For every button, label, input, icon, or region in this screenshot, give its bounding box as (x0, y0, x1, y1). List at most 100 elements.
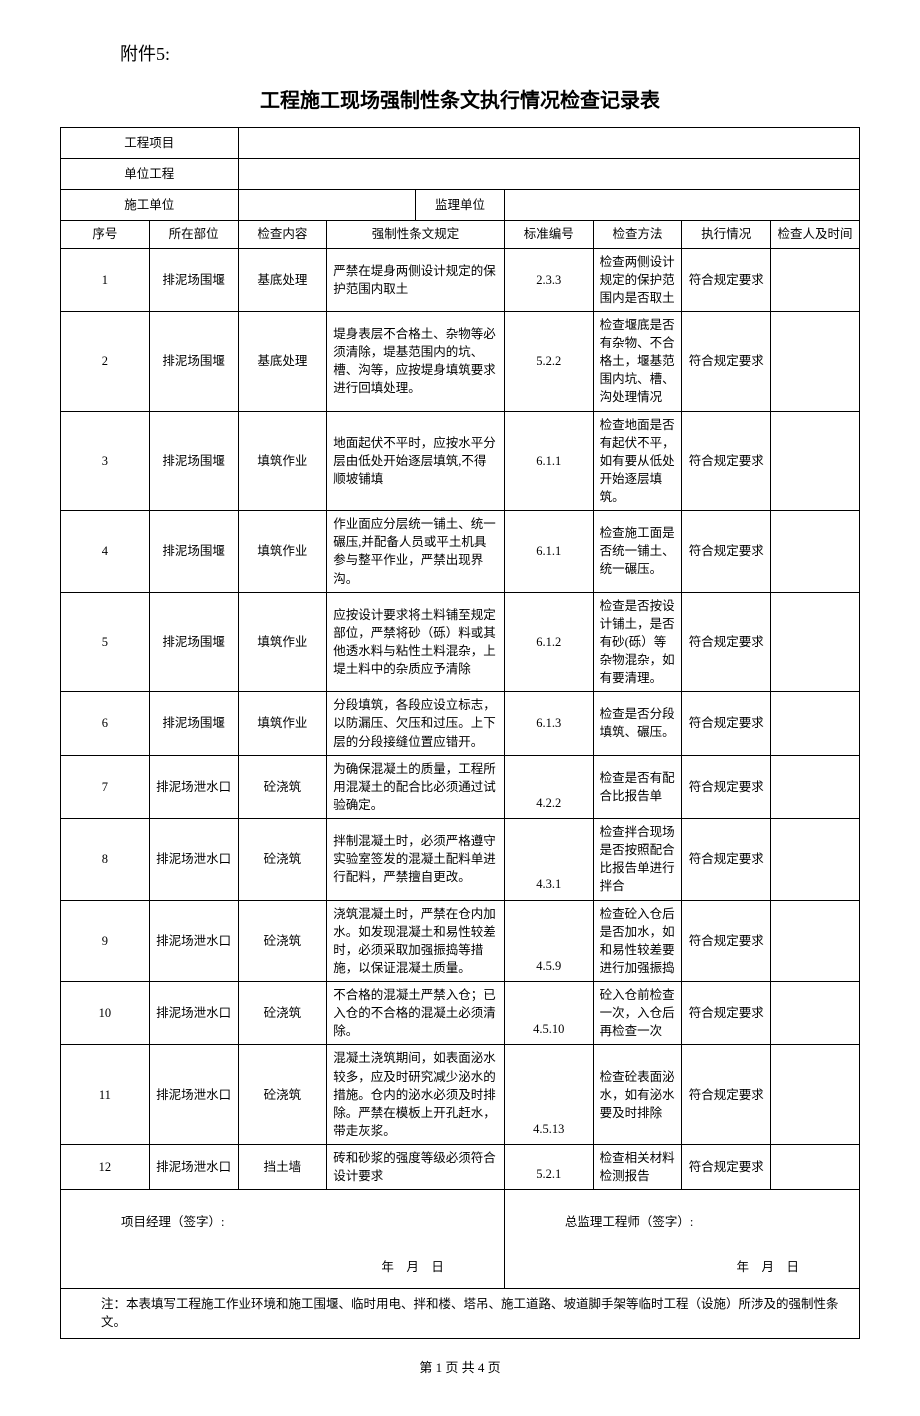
row-exec: 符合规定要求 (682, 755, 771, 818)
row-method: 砼入仓前检查一次，入仓后再检查一次 (593, 982, 682, 1045)
unit-value (238, 159, 859, 190)
project-label: 工程项目 (61, 128, 239, 159)
row-exec: 符合规定要求 (682, 511, 771, 593)
row-std: 4.3.1 (504, 819, 593, 901)
row-inspector (771, 511, 860, 593)
row-std: 5.2.1 (504, 1145, 593, 1190)
row-inspector (771, 900, 860, 982)
row-seq: 8 (61, 819, 150, 901)
row-seq: 1 (61, 248, 150, 311)
col-rule: 强制性条文规定 (327, 221, 505, 248)
row-std: 6.1.1 (504, 511, 593, 593)
pm-sign-date: 年 月 日 (121, 1255, 484, 1280)
row-inspector (771, 819, 860, 901)
row-content: 砼浇筑 (238, 1045, 327, 1145)
row-inspector (771, 755, 860, 818)
row-rule: 拌制混凝土时，必须严格遵守实验室签发的混凝土配料单进行配料，严禁擅自更改。 (327, 819, 505, 901)
row-method: 检查地面是否有起伏不平，如有要从低处开始逐层填筑。 (593, 411, 682, 511)
row-method: 检查施工面是否统一铺土、统一碾压。 (593, 511, 682, 593)
row-rule: 砖和砂浆的强度等级必须符合设计要求 (327, 1145, 505, 1190)
row-exec: 符合规定要求 (682, 411, 771, 511)
row-method: 检查是否按设计铺土，是否有砂(砾）等杂物混杂，如有要清理。 (593, 592, 682, 692)
row-std: 4.5.9 (504, 900, 593, 982)
row-method: 检查堰底是否有杂物、不合格土，堰基范围内坑、槽、沟处理情况 (593, 311, 682, 411)
row-content: 填筑作业 (238, 692, 327, 755)
row-loc: 排泥场围堰 (149, 311, 238, 411)
row-seq: 10 (61, 982, 150, 1045)
supervisor-sign-date: 年 月 日 (565, 1255, 839, 1280)
row-seq: 5 (61, 592, 150, 692)
col-seq: 序号 (61, 221, 150, 248)
pm-signature-cell: 项目经理（签字）: 年 月 日 (61, 1190, 505, 1289)
row-method: 检查是否分段填筑、碾压。 (593, 692, 682, 755)
page-footer: 第 1 页 共 4 页 (60, 1357, 860, 1376)
row-exec: 符合规定要求 (682, 1145, 771, 1190)
row-std: 2.3.3 (504, 248, 593, 311)
row-exec: 符合规定要求 (682, 311, 771, 411)
row-loc: 排泥场围堰 (149, 248, 238, 311)
pm-sign-label: 项目经理（签字）: (121, 1210, 484, 1235)
row-inspector (771, 692, 860, 755)
row-seq: 7 (61, 755, 150, 818)
row-exec: 符合规定要求 (682, 982, 771, 1045)
row-inspector (771, 248, 860, 311)
unit-label: 单位工程 (61, 159, 239, 190)
row-method: 检查砼表面泌水，如有泌水要及时排除 (593, 1045, 682, 1145)
supervisor-sign-label: 总监理工程师（签字）: (565, 1210, 839, 1235)
col-std: 标准编号 (504, 221, 593, 248)
row-content: 挡土墙 (238, 1145, 327, 1190)
row-method: 检查拌合现场是否按照配合比报告单进行拌合 (593, 819, 682, 901)
row-rule: 混凝土浇筑期间，如表面泌水较多，应及时研究减少泌水的措施。仓内的泌水必须及时排除… (327, 1045, 505, 1145)
row-rule: 地面起伏不平时，应按水平分层由低处开始逐层填筑,不得顺坡铺填 (327, 411, 505, 511)
attachment-label: 附件5: (120, 40, 860, 66)
row-seq: 3 (61, 411, 150, 511)
construction-value (238, 190, 416, 221)
row-exec: 符合规定要求 (682, 819, 771, 901)
inspection-table: 工程项目 单位工程 施工单位 监理单位 序号 所在部位 检查内容 强制性条文规定… (60, 127, 860, 1339)
col-loc: 所在部位 (149, 221, 238, 248)
row-rule: 浇筑混凝土时，严禁在仓内加水。如发现混凝土和易性较差时，必须采取加强振捣等措施，… (327, 900, 505, 982)
row-seq: 9 (61, 900, 150, 982)
supervisor-label: 监理单位 (416, 190, 505, 221)
row-inspector (771, 411, 860, 511)
row-content: 砼浇筑 (238, 819, 327, 901)
row-content: 砼浇筑 (238, 755, 327, 818)
row-rule: 分段填筑，各段应设立标志，以防漏压、欠压和过压。上下层的分段接缝位置应错开。 (327, 692, 505, 755)
row-content: 基底处理 (238, 248, 327, 311)
row-content: 基底处理 (238, 311, 327, 411)
row-content: 填筑作业 (238, 511, 327, 593)
row-inspector (771, 592, 860, 692)
row-content: 填筑作业 (238, 411, 327, 511)
supervisor-value (504, 190, 859, 221)
row-rule: 作业面应分层统一铺土、统一碾压,并配备人员或平土机具参与整平作业，严禁出现界沟。 (327, 511, 505, 593)
row-loc: 排泥场泄水口 (149, 819, 238, 901)
row-method: 检查相关材料检测报告 (593, 1145, 682, 1190)
construction-label: 施工单位 (61, 190, 239, 221)
row-std: 4.5.13 (504, 1045, 593, 1145)
row-seq: 6 (61, 692, 150, 755)
row-inspector (771, 1145, 860, 1190)
row-loc: 排泥场泄水口 (149, 1045, 238, 1145)
row-std: 6.1.2 (504, 592, 593, 692)
row-seq: 12 (61, 1145, 150, 1190)
row-rule: 应按设计要求将土料铺至规定部位，严禁将砂（砾）料或其他透水料与粘性土料混杂，上堤… (327, 592, 505, 692)
project-value (238, 128, 859, 159)
row-method: 检查砼入仓后是否加水，如和易性较差要进行加强振捣 (593, 900, 682, 982)
row-std: 6.1.1 (504, 411, 593, 511)
col-method: 检查方法 (593, 221, 682, 248)
row-rule: 堤身表层不合格土、杂物等必须清除，堤基范围内的坑、槽、沟等，应按堤身填筑要求进行… (327, 311, 505, 411)
row-loc: 排泥场围堰 (149, 411, 238, 511)
row-seq: 4 (61, 511, 150, 593)
row-rule: 严禁在堤身两侧设计规定的保护范围内取土 (327, 248, 505, 311)
row-loc: 排泥场围堰 (149, 592, 238, 692)
col-content: 检查内容 (238, 221, 327, 248)
row-rule: 为确保混凝土的质量，工程所用混凝土的配合比必须通过试验确定。 (327, 755, 505, 818)
row-std: 4.5.10 (504, 982, 593, 1045)
row-inspector (771, 311, 860, 411)
row-exec: 符合规定要求 (682, 1045, 771, 1145)
supervisor-signature-cell: 总监理工程师（签字）: 年 月 日 (504, 1190, 859, 1289)
row-loc: 排泥场泄水口 (149, 1145, 238, 1190)
row-seq: 11 (61, 1045, 150, 1145)
row-std: 6.1.3 (504, 692, 593, 755)
col-inspector: 检查人及时间 (771, 221, 860, 248)
